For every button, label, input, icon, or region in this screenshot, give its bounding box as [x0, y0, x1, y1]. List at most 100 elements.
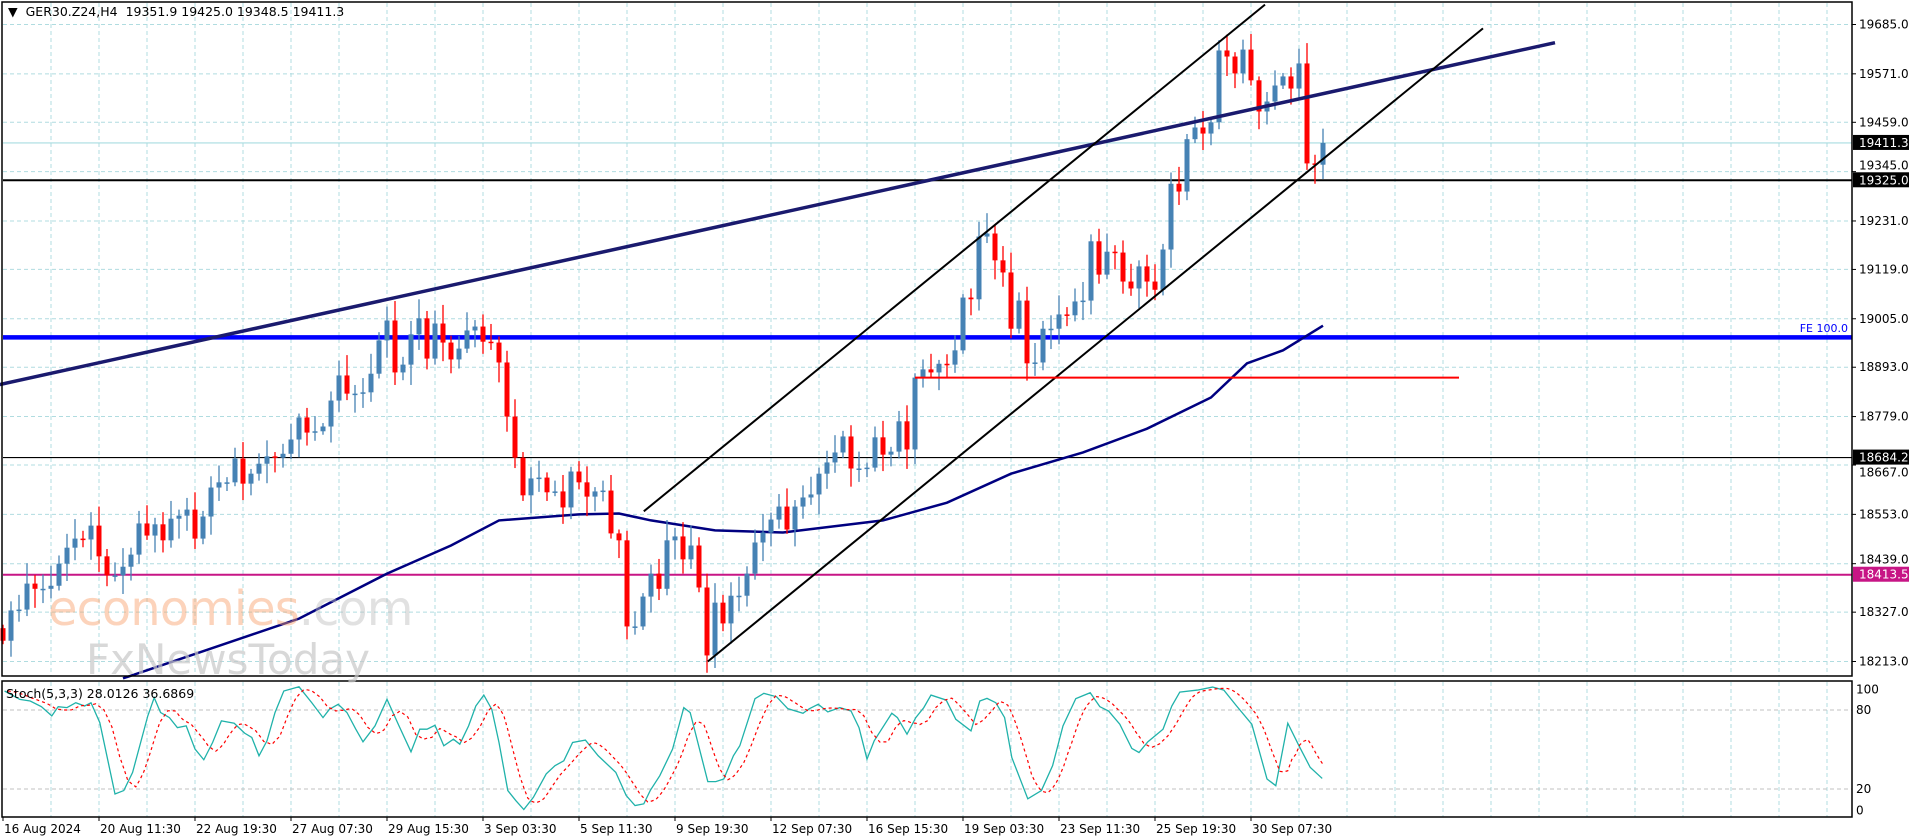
candle-body — [1200, 127, 1206, 134]
candle — [168, 500, 174, 548]
time-label: 12 Sep 07:30 — [772, 822, 852, 836]
chart-header: ▼ GER30.Z24,H4 19351.9 19425.0 19348.5 194… — [8, 4, 352, 19]
candle — [440, 304, 446, 362]
candle-body — [784, 506, 790, 530]
candle-body — [160, 524, 166, 541]
channel-lower-line[interactable] — [707, 27, 1484, 663]
candle-body — [40, 588, 46, 591]
stoch-k-line — [4, 686, 1323, 811]
candle-body — [1232, 56, 1238, 74]
candle-body — [48, 585, 54, 589]
candle-body — [752, 542, 758, 574]
candle-body — [920, 369, 926, 378]
stoch-label: Stoch(5,3,3) 28.0126 36.6869 — [6, 686, 195, 701]
candle-body — [1296, 63, 1302, 89]
candle — [48, 565, 54, 599]
candle — [1240, 39, 1246, 84]
candle — [632, 611, 638, 635]
candle-body — [16, 609, 22, 612]
chart-frames — [1, 1, 1853, 818]
candle — [1224, 34, 1230, 76]
candle — [1168, 172, 1174, 268]
candle — [576, 461, 582, 490]
candle — [704, 573, 710, 673]
candle — [696, 537, 702, 593]
candle-body — [1128, 281, 1134, 289]
candle-body — [136, 523, 142, 555]
stoch-tick-label: 20 — [1856, 782, 1871, 796]
candle-body — [760, 532, 766, 543]
candle — [208, 476, 214, 535]
candle-body — [208, 487, 214, 517]
candle — [96, 506, 102, 572]
candle-body — [656, 573, 662, 589]
candle-body — [1144, 266, 1150, 282]
candle — [864, 462, 870, 478]
candle-body — [864, 467, 870, 470]
channel-upper-line[interactable] — [643, 3, 1266, 513]
candle — [424, 310, 430, 370]
candle-body — [432, 323, 438, 359]
candle-body — [120, 566, 126, 576]
candle-body — [1208, 122, 1214, 134]
candle — [528, 467, 534, 514]
candle — [240, 442, 246, 501]
candle — [544, 472, 550, 501]
candle-body — [944, 363, 950, 366]
candle-body — [72, 538, 78, 548]
price-tick-label: 19345.0 — [1859, 158, 1909, 172]
candle-body — [1240, 49, 1246, 74]
time-label: 9 Sep 19:30 — [676, 822, 748, 836]
candle — [976, 221, 982, 311]
axes: 19685.0 19571.0 19459.0 19345.0 19231.0 19119… — [2, 18, 1909, 836]
watermark-brand-b: .com — [298, 581, 414, 637]
candle-body — [0, 628, 6, 641]
candle-body — [704, 587, 710, 656]
candle-body — [664, 540, 670, 589]
candle-body — [352, 393, 358, 396]
stochastic-panel — [4, 686, 1325, 811]
candle — [1248, 34, 1254, 86]
candle-body — [928, 369, 934, 373]
candle — [1288, 67, 1294, 105]
long-resistance-line[interactable] — [0, 40, 1556, 387]
candle — [1032, 342, 1038, 376]
candle-body — [368, 373, 374, 393]
price-tick-label: 19005.0 — [1859, 312, 1909, 326]
candle-body — [512, 416, 518, 458]
candle — [560, 474, 566, 524]
candle — [1128, 263, 1134, 296]
candle-body — [848, 436, 854, 469]
candle-body — [176, 515, 182, 519]
candle — [328, 391, 334, 443]
candle-body — [336, 375, 342, 401]
trendlines[interactable] — [0, 3, 1556, 663]
candle-body — [1040, 328, 1046, 363]
candle-body — [736, 595, 742, 598]
candle — [840, 430, 846, 459]
candle-body — [248, 473, 254, 484]
symbol-menu-icon[interactable]: ▼ — [8, 4, 18, 19]
candle — [912, 373, 918, 465]
stoch-d-line — [7, 687, 1325, 804]
candle — [224, 477, 230, 491]
candle — [1304, 43, 1310, 170]
candle-body — [560, 491, 566, 508]
candle — [824, 450, 830, 489]
candle-body — [1112, 251, 1118, 254]
candle — [288, 423, 294, 459]
candle — [520, 452, 526, 501]
candle — [304, 407, 310, 446]
candle — [888, 446, 894, 467]
candle-body — [696, 545, 702, 588]
candle-body — [400, 364, 406, 373]
candle — [1184, 133, 1190, 201]
candle — [848, 425, 854, 487]
candle — [72, 519, 78, 561]
candle-body — [1096, 241, 1102, 275]
candle — [1024, 286, 1030, 381]
candle — [120, 548, 126, 594]
candle-body — [1256, 80, 1262, 112]
candle-body — [224, 482, 230, 484]
